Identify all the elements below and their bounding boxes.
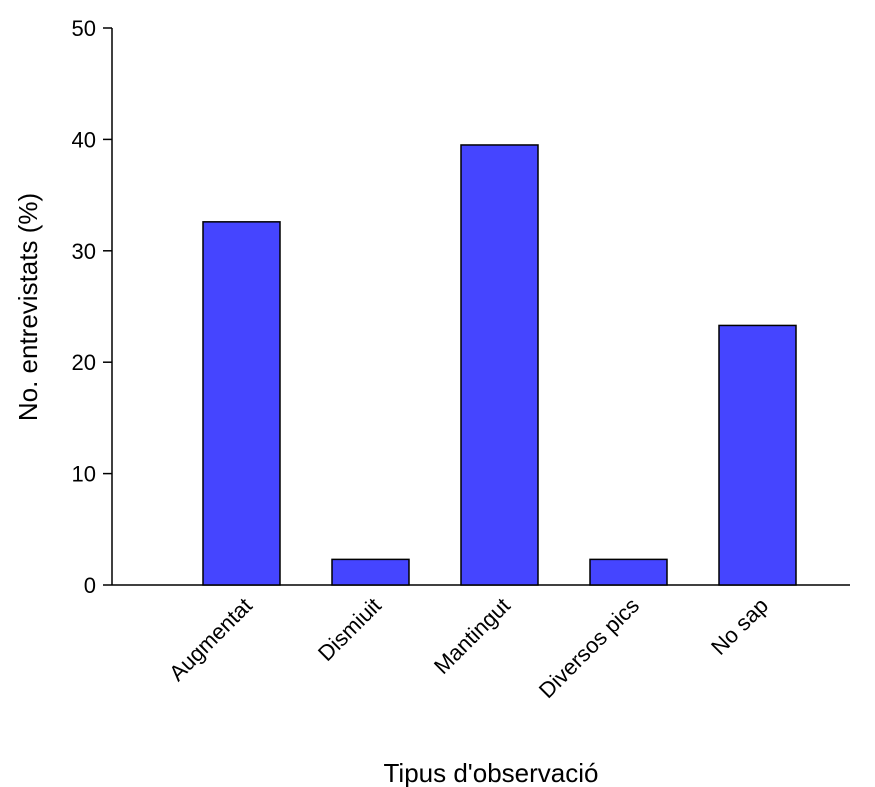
- y-axis-title: No. entrevistats (%): [13, 193, 43, 421]
- x-tick-label: Dismiuit: [313, 593, 386, 666]
- bar-1: [331, 558, 410, 586]
- y-tick-label: 10: [72, 462, 96, 487]
- y-tick-label: 40: [72, 127, 96, 152]
- x-ticks: Augmentat Dismiuit Mantingut Diversos pics N…: [164, 593, 773, 703]
- y-tick-label: 20: [72, 350, 96, 375]
- x-tick-label: Augmentat: [164, 593, 257, 686]
- x-tick-label: Mantingut: [429, 593, 515, 679]
- bar-0: [202, 221, 281, 586]
- y-ticks: 0 10 20 30 40 50: [72, 16, 112, 598]
- x-axis-title: Tipus d'observació: [384, 758, 599, 787]
- bar-2: [460, 144, 539, 586]
- x-tick-label: No sap: [706, 593, 773, 660]
- bar-3: [589, 558, 668, 586]
- y-tick-label: 50: [72, 16, 96, 41]
- y-tick-label: 30: [72, 239, 96, 264]
- y-tick-label: 0: [84, 573, 96, 598]
- x-tick-label: Diversos pics: [534, 593, 644, 703]
- bars: [202, 144, 797, 586]
- bar-4: [718, 324, 797, 586]
